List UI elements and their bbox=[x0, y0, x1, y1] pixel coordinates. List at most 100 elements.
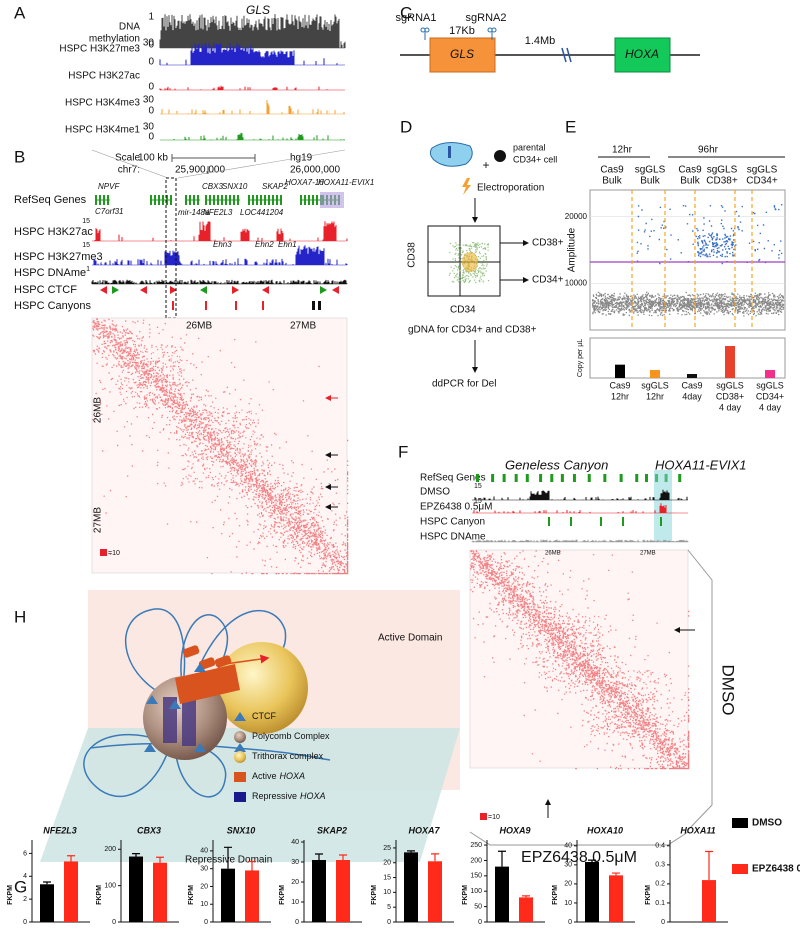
y-tick-label: 0 bbox=[568, 919, 572, 926]
y-tick-label: 50 bbox=[474, 903, 482, 910]
exon bbox=[209, 195, 211, 205]
legend-text: DMSO bbox=[752, 818, 782, 829]
canyon bbox=[548, 517, 550, 526]
scale-label: 1 bbox=[148, 12, 154, 23]
exon bbox=[644, 474, 648, 482]
scale-text: Scale bbox=[115, 153, 140, 164]
exon bbox=[217, 195, 219, 205]
ctcf-motif bbox=[320, 286, 327, 294]
bar bbox=[585, 862, 599, 922]
exon bbox=[619, 474, 623, 482]
scissor-icon bbox=[487, 27, 493, 33]
track-name: HSPC H3K4me3 bbox=[65, 98, 140, 109]
y-tick-label: 15 bbox=[383, 874, 391, 881]
scissor-icon bbox=[424, 27, 430, 33]
y-tick-label: 0.3 bbox=[655, 862, 665, 869]
legend-text: Active HOXA bbox=[252, 771, 305, 781]
track-name: HSPC Canyons bbox=[14, 300, 92, 312]
legend-swatch bbox=[732, 864, 748, 874]
y-axis-title: FKPM bbox=[552, 885, 559, 905]
y-tick-label: 30 bbox=[291, 859, 299, 866]
track-name: DNA bbox=[119, 22, 140, 33]
canyon bbox=[235, 301, 237, 310]
axis-label: 26MB bbox=[545, 551, 561, 557]
y-tick-label: 0 bbox=[23, 919, 27, 926]
legend-swatch bbox=[732, 818, 748, 828]
track-name: HSPC H3K27ac bbox=[14, 226, 93, 238]
error-bar bbox=[612, 872, 620, 876]
exon bbox=[476, 474, 479, 482]
bar bbox=[153, 862, 167, 922]
exon bbox=[197, 195, 199, 205]
error-bar bbox=[43, 881, 51, 885]
ctcf-motif bbox=[140, 286, 147, 294]
bar bbox=[687, 374, 697, 378]
bar bbox=[129, 856, 143, 922]
chart-title: HOXA9 bbox=[499, 825, 530, 835]
gene-title: GLS bbox=[246, 3, 270, 17]
y-tick-label: 10 bbox=[291, 899, 299, 906]
exon bbox=[560, 474, 564, 482]
scale-label: 30 bbox=[143, 38, 155, 49]
gene-label: SKAP2 bbox=[262, 182, 288, 191]
ctcf-motif bbox=[262, 286, 269, 294]
error-bar bbox=[248, 860, 256, 871]
error-bar bbox=[132, 853, 140, 857]
y-axis-title: FKPM bbox=[188, 885, 195, 905]
y-tick-label: 10 bbox=[564, 900, 572, 907]
axis-title: CD34 bbox=[450, 305, 476, 316]
exon bbox=[635, 474, 639, 482]
line bbox=[177, 149, 346, 179]
scale-label: 15 bbox=[82, 218, 90, 225]
exon bbox=[276, 195, 278, 205]
exon bbox=[233, 195, 235, 205]
x-tick-label: 12hr bbox=[611, 391, 629, 401]
legend-word: CTCF bbox=[252, 711, 276, 721]
column-label: Bulk bbox=[680, 176, 700, 187]
distance-label: 17Kb bbox=[449, 25, 475, 37]
y-tick-label: 0 bbox=[661, 919, 665, 926]
ctcf-icon bbox=[194, 663, 206, 672]
error-bar bbox=[431, 853, 439, 862]
domain-label: Active Domain bbox=[378, 633, 442, 644]
axis-title: CD38 bbox=[407, 242, 418, 268]
track-name: methylation bbox=[89, 34, 140, 45]
bar bbox=[702, 880, 716, 922]
chart-title: CBX3 bbox=[137, 825, 161, 835]
y-tick-label: 20 bbox=[564, 881, 572, 888]
axis-label: 26MB bbox=[186, 321, 212, 332]
x-tick-label: sgGLS bbox=[641, 380, 669, 390]
x-tick-label: 12hr bbox=[646, 391, 664, 401]
panel-label: D bbox=[400, 117, 412, 136]
y-axis-title: FKPM bbox=[371, 885, 378, 905]
bar bbox=[650, 370, 660, 378]
scissor-icon bbox=[420, 27, 426, 33]
exon bbox=[229, 195, 231, 205]
y-tick-label: 4 bbox=[23, 873, 27, 880]
y-tick-label: 6 bbox=[23, 850, 27, 857]
y-tick-label: 30 bbox=[200, 866, 208, 873]
line bbox=[91, 149, 169, 179]
hic-contacts bbox=[92, 318, 349, 575]
gene-label: HOXA7-10 bbox=[285, 178, 324, 187]
exon bbox=[154, 195, 156, 205]
chromatin-loop bbox=[83, 733, 171, 797]
legend-gene: HOXA bbox=[280, 771, 306, 781]
bar bbox=[495, 866, 509, 922]
exon bbox=[95, 195, 97, 205]
x-tick-label: 4 day bbox=[759, 402, 782, 412]
column-label: Bulk bbox=[602, 176, 622, 187]
canyon bbox=[600, 517, 602, 526]
signal-track bbox=[173, 132, 345, 140]
droplets-negative bbox=[592, 291, 785, 317]
y-tick-label: 10 bbox=[200, 901, 208, 908]
error-bar bbox=[498, 850, 506, 867]
time-label: 96hr bbox=[698, 145, 719, 156]
active-hoxa-small bbox=[198, 657, 216, 670]
gene-label: Ehn3 bbox=[213, 240, 232, 249]
gene-label: NPVF bbox=[98, 182, 120, 191]
legend-word: Polycomb Complex bbox=[252, 731, 330, 741]
exon bbox=[304, 195, 306, 205]
track-name: HSPC H3K4me1 bbox=[65, 125, 140, 136]
